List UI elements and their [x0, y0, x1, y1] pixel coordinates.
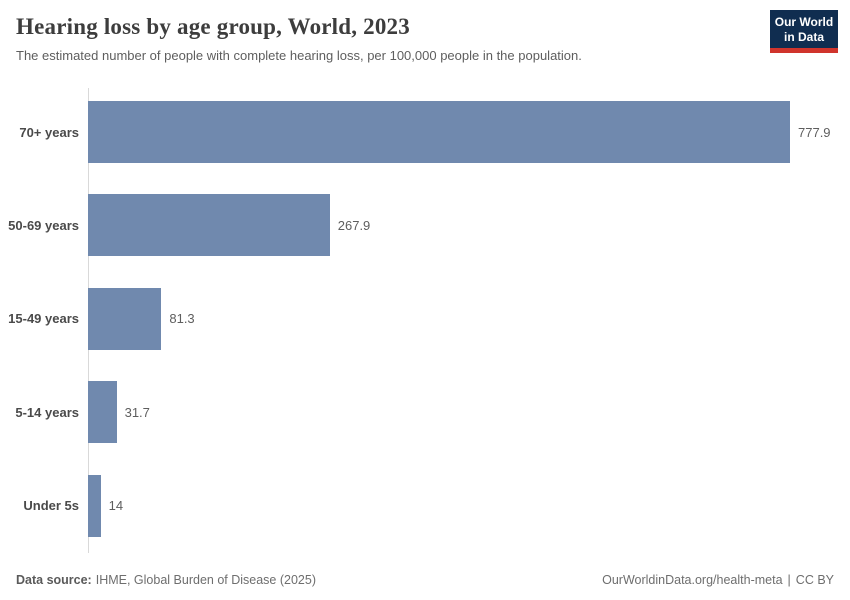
bar-chart-plot: 70+ years 777.9 50-69 years 267.9 15-49 …: [0, 88, 834, 555]
bar[interactable]: [88, 194, 330, 257]
bar-row: 50-69 years 267.9: [0, 181, 834, 274]
data-source: Data source: IHME, Global Burden of Disea…: [16, 573, 316, 587]
bar-zone: 267.9: [88, 194, 834, 257]
category-label: 15-49 years: [8, 311, 79, 327]
bar-row: Under 5s 14: [0, 462, 834, 555]
chart-title: Hearing loss by age group, World, 2023: [16, 14, 410, 39]
bar[interactable]: [88, 287, 162, 350]
chart-header: Hearing loss by age group, World, 2023 T…: [16, 14, 740, 65]
bar-row: 15-49 years 81.3: [0, 275, 834, 368]
data-source-value: IHME, Global Burden of Disease (2025): [95, 573, 316, 587]
value-label: 31.7: [124, 404, 150, 420]
footer-link[interactable]: OurWorldinData.org/health-meta: [602, 573, 783, 587]
chart-subtitle: The estimated number of people with comp…: [16, 48, 582, 64]
bar[interactable]: [88, 381, 117, 444]
bar-zone: 31.7: [88, 381, 834, 444]
owid-logo-line2: in Data: [783, 30, 824, 44]
bar-row: 70+ years 777.9: [0, 88, 834, 181]
footer-license[interactable]: CC BY: [795, 573, 834, 587]
value-label: 81.3: [169, 311, 195, 327]
category-label: 5-14 years: [15, 404, 79, 420]
category-label: 70+ years: [19, 124, 79, 140]
bar-zone: 777.9: [88, 101, 834, 163]
data-source-label: Data source:: [16, 573, 92, 587]
bar[interactable]: [88, 101, 790, 163]
category-label: Under 5s: [23, 498, 79, 514]
footer-separator: |: [787, 573, 791, 587]
value-label: 777.9: [798, 124, 831, 140]
bar-zone: 81.3: [88, 287, 834, 350]
chart-footer: Data source: IHME, Global Burden of Disea…: [16, 573, 834, 587]
category-label: 50-69 years: [8, 217, 79, 233]
owid-logo-line1: Our World: [774, 15, 834, 29]
value-label: 14: [108, 498, 124, 514]
footer-links: OurWorldinData.org/health-meta | CC BY: [602, 573, 834, 587]
bar[interactable]: [88, 474, 101, 537]
value-label: 267.9: [337, 217, 371, 233]
owid-logo[interactable]: Our World in Data: [770, 10, 838, 53]
bar-row: 5-14 years 31.7: [0, 368, 834, 461]
bar-zone: 14: [88, 474, 834, 537]
